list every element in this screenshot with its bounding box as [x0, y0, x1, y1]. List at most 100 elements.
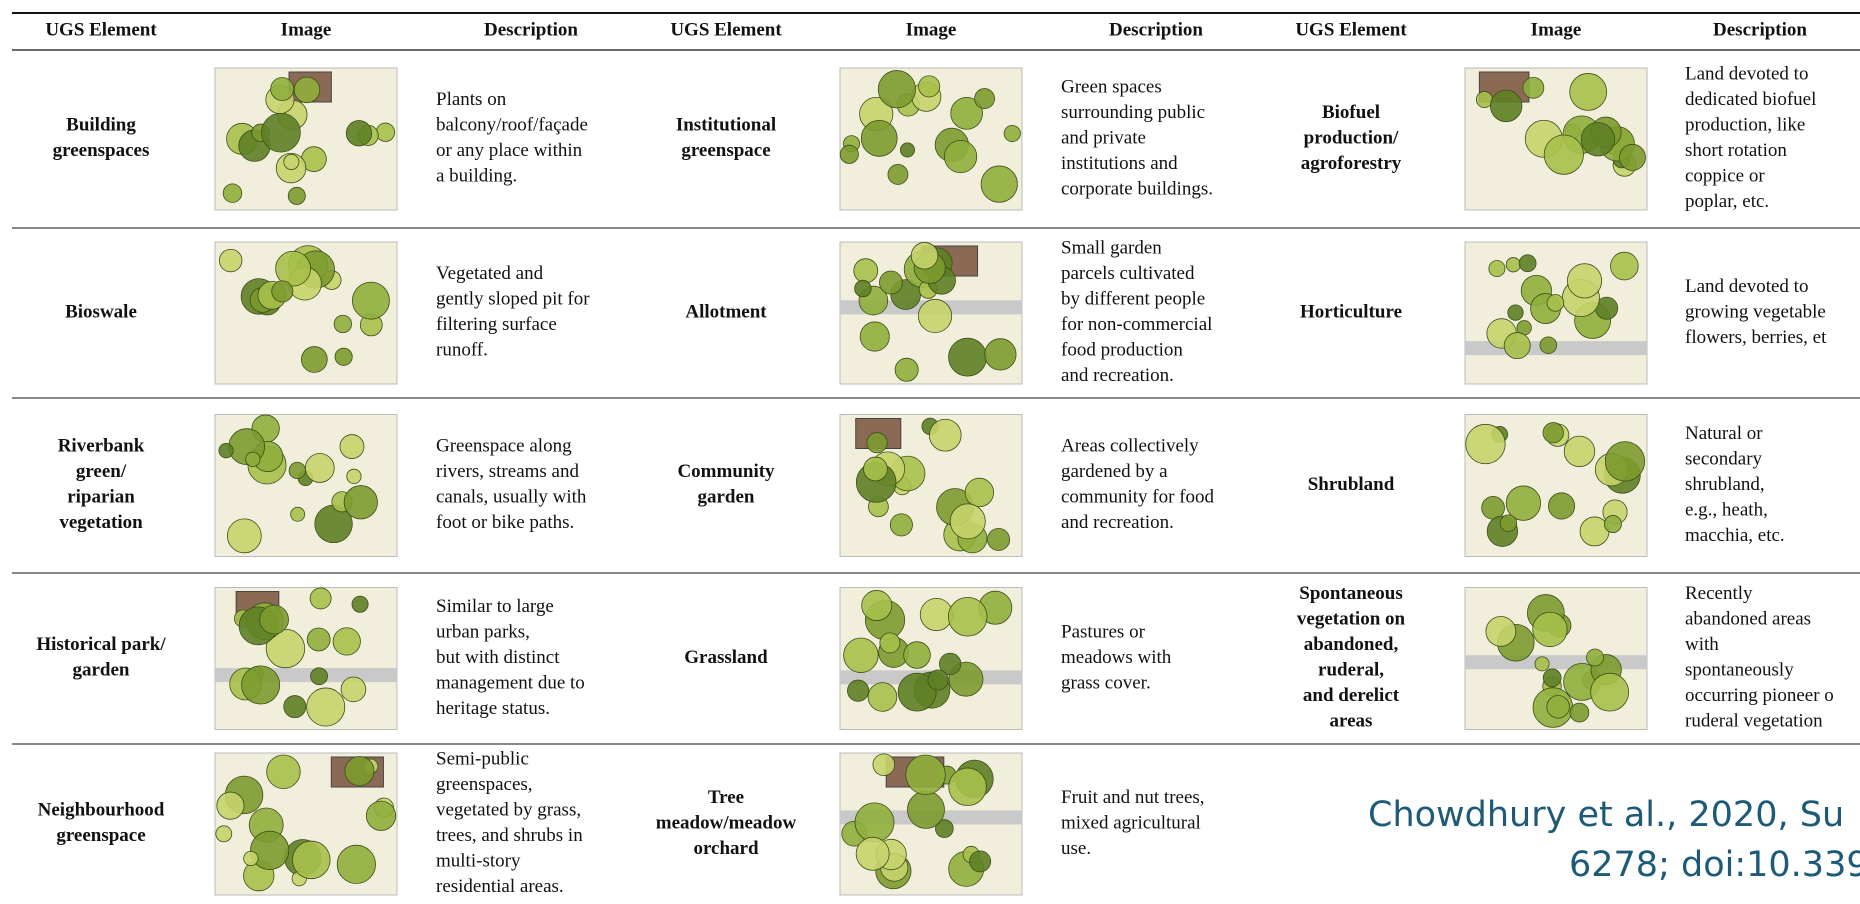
- illustration-tree: [927, 669, 949, 691]
- description: Greenspace along: [436, 436, 572, 457]
- illustration-tree: [1542, 422, 1564, 444]
- illustration-tree: [1534, 656, 1550, 672]
- illustration-tree: [872, 753, 896, 776]
- description: trees, and shrubs in: [436, 825, 583, 846]
- illustration-tree: [903, 641, 931, 669]
- illustration: [214, 752, 398, 896]
- illustration-tree: [938, 652, 962, 676]
- description: but with distinct: [436, 647, 560, 668]
- illustration-tree: [266, 754, 301, 789]
- description: urban parks,: [436, 621, 530, 642]
- illustration-tree: [293, 76, 321, 104]
- description: coppice or: [1685, 166, 1765, 187]
- ugs-element: Bioswale: [65, 301, 137, 322]
- illustration-tree: [340, 676, 367, 703]
- illustration-tree: [894, 357, 919, 382]
- description: balcony/roof/façade: [436, 115, 588, 136]
- description: institutions and: [1061, 153, 1178, 174]
- illustration-tree: [860, 120, 898, 157]
- column-header: Image: [906, 19, 957, 40]
- illustration: [214, 414, 398, 557]
- illustration-tree: [218, 248, 243, 273]
- illustration-tree: [1569, 73, 1608, 111]
- description: parcels cultivated: [1061, 263, 1195, 284]
- illustration-tree: [948, 337, 987, 377]
- description: runoff.: [436, 340, 488, 361]
- illustration-tree: [1586, 648, 1604, 667]
- illustration-tree: [1610, 251, 1639, 281]
- illustration: [839, 587, 1023, 730]
- illustration-tree: [344, 756, 375, 787]
- illustration-tree: [919, 597, 953, 632]
- ugs-element: areas: [1330, 711, 1373, 732]
- ugs-element: garden: [73, 660, 130, 681]
- illustration-tree: [343, 485, 378, 520]
- ugs-element: Riverbank: [58, 436, 145, 457]
- illustration-tree: [1507, 304, 1524, 321]
- ugs-element: green/: [76, 461, 127, 482]
- illustration-tree: [334, 347, 353, 366]
- illustration-tree: [218, 443, 234, 459]
- illustration-tree: [867, 682, 898, 712]
- illustration-tree: [288, 461, 306, 480]
- illustration-tree: [887, 164, 909, 185]
- illustration-tree: [1618, 143, 1646, 171]
- illustration: [839, 67, 1023, 211]
- description: flowers, berries, et: [1685, 327, 1827, 348]
- illustration-tree: [1485, 616, 1517, 647]
- description: canals, usually with: [436, 487, 587, 508]
- description: Recently: [1685, 583, 1753, 604]
- illustration-tree: [339, 434, 365, 459]
- illustration-tree: [950, 96, 983, 130]
- description: Pastures or: [1061, 621, 1146, 642]
- illustration-tree: [215, 825, 233, 843]
- illustration-tree: [351, 595, 369, 613]
- ugs-element: vegetation on: [1297, 609, 1406, 630]
- description: ruderal vegetation: [1685, 711, 1823, 732]
- illustration: [1464, 241, 1648, 385]
- illustration-tree: [859, 321, 890, 352]
- description: Similar to large: [436, 596, 554, 617]
- illustration-tree: [1522, 76, 1545, 99]
- illustration-tree: [283, 695, 307, 719]
- description: short rotation: [1685, 140, 1787, 161]
- illustration-tree: [243, 850, 259, 867]
- description: multi-story: [436, 851, 521, 872]
- ugs-element: and derelict: [1303, 685, 1400, 706]
- illustration-tree: [839, 144, 859, 164]
- description: gently sloped pit for: [436, 289, 590, 310]
- illustration-tree: [853, 258, 879, 284]
- illustration-tree: [336, 844, 376, 884]
- illustration: [1464, 67, 1648, 211]
- illustration-tree: [1532, 611, 1568, 648]
- ugs-element: Horticulture: [1300, 301, 1402, 322]
- description: and private: [1061, 127, 1146, 148]
- ugs-element: Institutional: [676, 115, 776, 136]
- illustration-tree: [250, 830, 290, 870]
- illustration-tree: [897, 672, 937, 712]
- column-header: UGS Element: [45, 19, 157, 40]
- description: rivers, streams and: [436, 461, 579, 482]
- column-header: Description: [484, 19, 578, 40]
- illustration-tree: [1465, 423, 1506, 465]
- illustration-tree: [1604, 441, 1646, 482]
- ugs-element: Shrubland: [1308, 474, 1395, 495]
- illustration-tree: [352, 281, 390, 320]
- illustration-tree: [1489, 89, 1523, 123]
- illustration-tree: [290, 506, 306, 522]
- ugs-element: production/: [1304, 127, 1399, 148]
- illustration-tree: [332, 627, 361, 656]
- description: or any place within: [436, 140, 583, 161]
- illustration-tree: [346, 468, 362, 485]
- illustration-tree: [1542, 668, 1562, 688]
- column-header: Image: [1531, 19, 1582, 40]
- illustration-tree: [843, 637, 879, 673]
- illustration-tree: [899, 142, 915, 158]
- illustration-tree: [917, 298, 953, 334]
- illustration-tree: [935, 819, 954, 838]
- illustration-tree: [964, 477, 994, 508]
- illustration-tree: [1543, 134, 1584, 175]
- illustration-tree: [283, 153, 300, 170]
